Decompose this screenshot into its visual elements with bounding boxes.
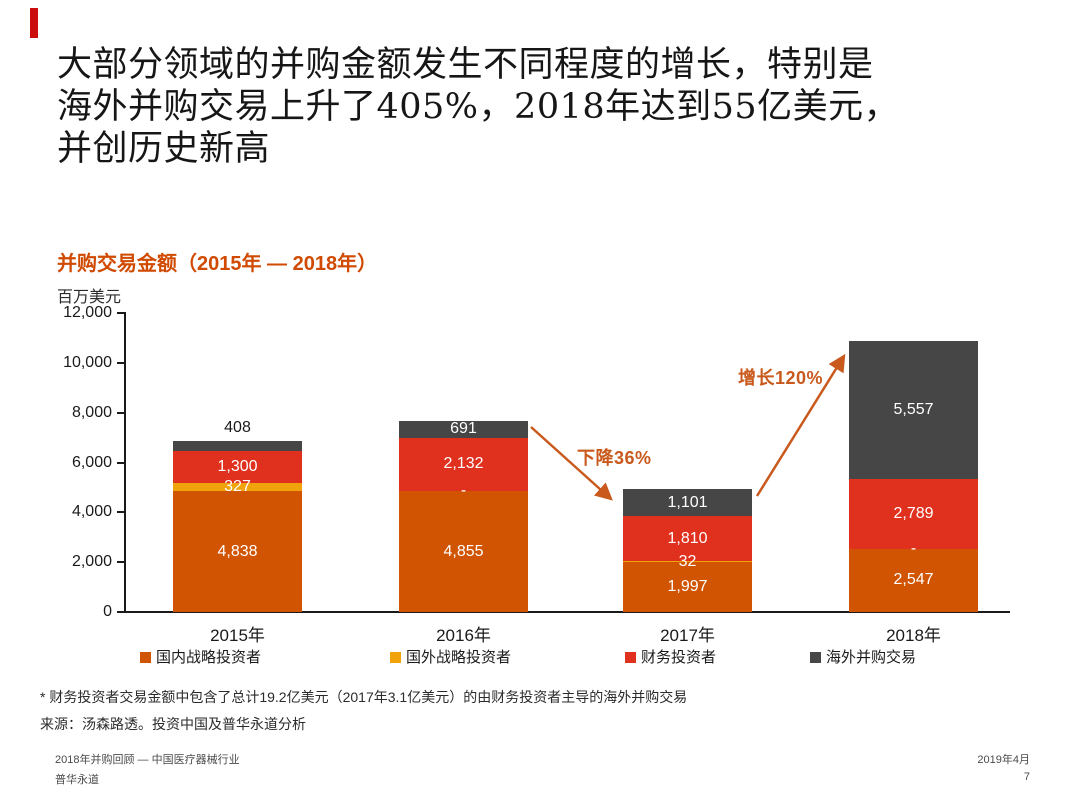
x-category-label-2017年: 2017年: [660, 626, 715, 645]
x-axis-line: [124, 611, 1010, 613]
y-tick-label: 10,000: [63, 353, 112, 371]
bar-value-label-海外并购交易-2015年: 408: [224, 418, 251, 436]
pwc-corner-accent: [30, 8, 38, 38]
bar-value-label-海外并购交易-2018年: 5,557: [893, 400, 934, 418]
legend-swatch-icon: [810, 652, 821, 663]
bar-value-label-财务投资者-2017年: 1,810: [667, 529, 708, 547]
y-tick-mark: [117, 312, 124, 314]
bar-value-label-国外战略投资者-2017年: 32: [678, 552, 697, 570]
footer-date: 2019年4月: [977, 754, 1030, 766]
legend-swatch-icon: [140, 652, 151, 663]
legend-item-国内战略投资者: 国内战略投资者: [140, 646, 261, 666]
legend-label: 财务投资者: [641, 649, 717, 666]
decline-annotation: 下降36%: [577, 448, 652, 468]
bar-segment-国内战略投资者-2018年: [849, 548, 978, 612]
y-tick-mark: [117, 561, 124, 564]
legend-item-财务投资者: 财务投资者: [625, 646, 716, 666]
footer-page-number: 7: [1023, 771, 1030, 783]
bar-value-label-财务投资者-2016年: 2,132: [443, 455, 484, 473]
y-tick-label: 8,000: [71, 403, 112, 421]
legend-item-国外战略投资者: 国外战略投资者: [390, 646, 511, 666]
y-axis-line: [124, 312, 126, 613]
bar-segment-国内战略投资者-2015年: [173, 491, 302, 612]
page-title-line-1: 大部分领域的并购金额发生不同程度的增长，特别是: [57, 45, 874, 85]
bar-value-label-财务投资者-2015年: 1,300: [217, 458, 258, 476]
bar-segment-财务投资者-2017年: [623, 516, 752, 562]
bar-segment-财务投资者-2015年: [173, 450, 302, 484]
y-axis-unit-label: 百万美元: [57, 289, 122, 306]
bar-segment-海外并购交易-2016年: [399, 420, 528, 438]
bar-segment-财务投资者-2018年: [849, 479, 978, 549]
legend-swatch-icon: [390, 652, 401, 663]
legend-label: 国外战略投资者: [406, 649, 512, 666]
x-category-label-2015年: 2015年: [210, 626, 265, 645]
bar-segment-海外并购交易-2018年: [849, 340, 978, 480]
plot-area: 4,838 327 1,300 408 4,855 - 2,132 691 1,997 32 1,8…: [125, 313, 1010, 612]
bar-value-label-国外战略投资者-2015年: 327: [224, 478, 251, 496]
bar-segment-国外战略投资者-2017年: [623, 561, 752, 563]
y-tick-label: 0: [103, 603, 112, 620]
chart-title: 并购交易金额（2015年 — 2018年）: [57, 253, 378, 275]
bar-value-label-国外战略投资者-2016年: -: [460, 482, 467, 500]
source-line: 来源：汤森路透。投资中国及普华永道分析: [40, 716, 306, 732]
bar-value-label-国内战略投资者-2018年: 2,547: [893, 571, 934, 589]
bar-segment-海外并购交易-2015年: [173, 440, 302, 451]
chart-footnote: * 财务投资者交易金额中包含了总计19.2亿美元（2017年3.1亿美元）的由财…: [40, 689, 688, 705]
x-category-label-2018年: 2018年: [886, 626, 941, 645]
y-tick-label: 6,000: [71, 453, 112, 471]
legend-label: 国内战略投资者: [156, 649, 262, 666]
y-tick-label: 2,000: [71, 553, 112, 571]
legend-swatch-icon: [625, 652, 636, 663]
bar-segment-国外战略投资者-2015年: [173, 483, 302, 492]
bar-value-label-财务投资者-2018年: 2,789: [893, 504, 934, 522]
y-tick-mark: [117, 611, 124, 613]
bar-value-label-国内战略投资者-2015年: 4,838: [217, 542, 258, 560]
footer-company: 普华永道: [55, 774, 99, 786]
legend-label: 海外并购交易: [826, 649, 917, 666]
bar-segment-国内战略投资者-2016年: [399, 491, 528, 612]
y-tick-label: 4,000: [71, 503, 112, 521]
bar-value-label-国内战略投资者-2016年: 4,855: [443, 542, 484, 560]
bar-segment-财务投资者-2016年: [399, 437, 528, 492]
y-tick-mark: [117, 411, 124, 414]
growth-annotation: 增长120%: [738, 368, 824, 388]
legend-item-海外并购交易: 海外并购交易: [810, 646, 916, 666]
bar-value-label-海外并购交易-2017年: 1,101: [667, 493, 708, 511]
footer-report-title: 2018年并购回顾 — 中国医疗器械行业: [55, 754, 240, 766]
bar-segment-国内战略投资者-2017年: [623, 562, 752, 612]
bar-value-label-国内战略投资者-2017年: 1,997: [667, 578, 708, 596]
y-tick-mark: [117, 461, 124, 464]
y-tick-label: 12,000: [63, 304, 112, 321]
bar-value-label-国外战略投资者-2018年: -: [910, 539, 917, 557]
bar-value-label-海外并购交易-2016年: 691: [450, 420, 477, 438]
x-category-label-2016年: 2016年: [436, 626, 491, 645]
page-title: 大部分领域的并购金额发生不同程度的增长，特别是 海外并购交易上升了405%，20…: [57, 44, 1047, 170]
y-tick-mark: [117, 511, 124, 514]
page-title-line-2: 海外并购交易上升了405%，2018年达到55亿美元，: [57, 87, 900, 127]
page-title-line-3: 并创历史新高: [57, 129, 271, 169]
y-tick-mark: [117, 361, 124, 364]
bar-segment-海外并购交易-2017年: [623, 488, 752, 517]
